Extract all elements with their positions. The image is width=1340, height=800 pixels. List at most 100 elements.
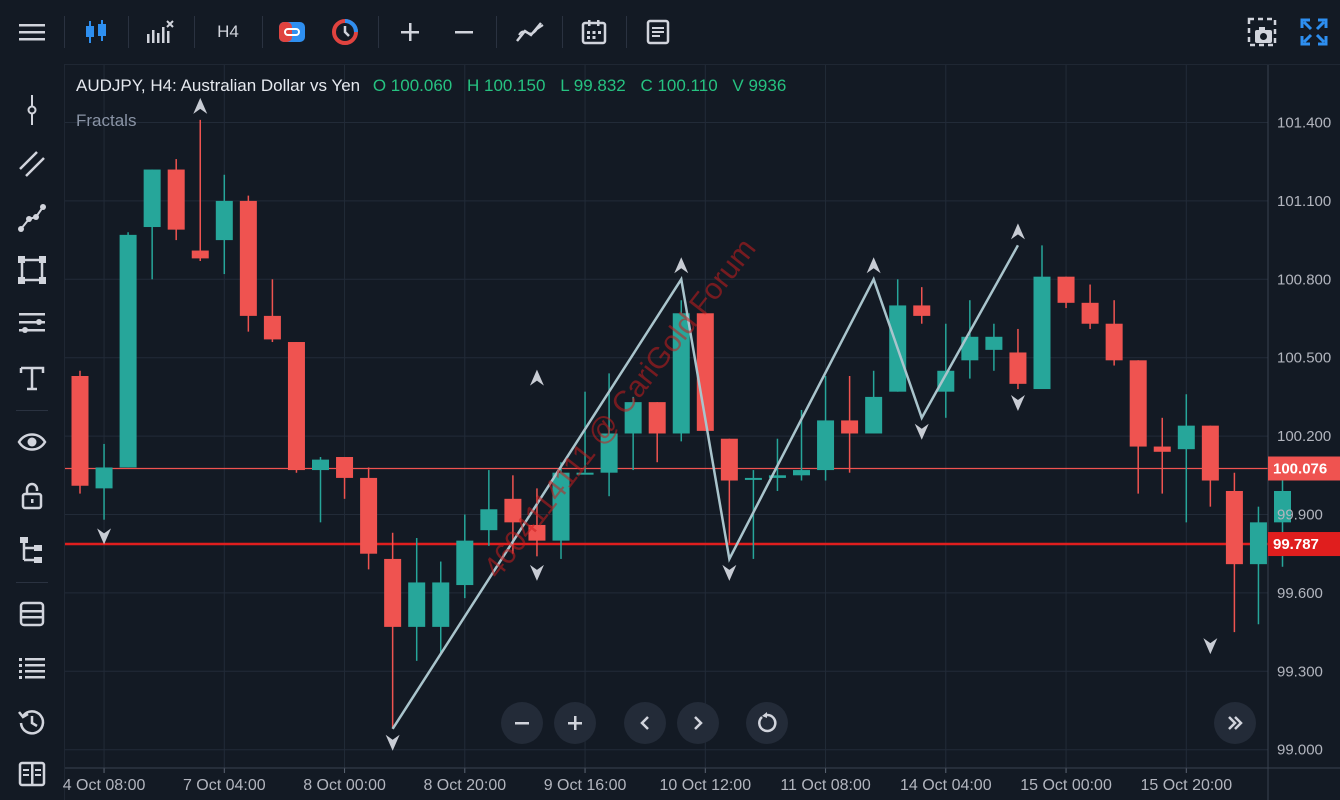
price-tick-label: 99.900 (1277, 507, 1323, 524)
bull-candle-body (1033, 276, 1051, 390)
bear-candle-body (1009, 352, 1027, 384)
time-tick-label: 14 Oct 04:00 (900, 777, 992, 794)
fullscreen-icon[interactable] (1294, 12, 1334, 52)
chart-grid (65, 65, 1268, 768)
toolbar-separator (262, 16, 263, 48)
fractal-up-arrow (193, 97, 208, 114)
bear-candle-body (191, 250, 209, 259)
path-icon[interactable] (12, 198, 52, 238)
history-icon[interactable] (12, 702, 52, 742)
bear-candle-body (528, 524, 546, 541)
zigzag-polyline (391, 244, 1020, 730)
fractal-up-arrow (866, 257, 881, 274)
bid-price-label: 100.076 (1273, 461, 1327, 478)
bull-candle-body (985, 336, 1003, 350)
crosshair-icon[interactable] (12, 90, 52, 130)
bull-candle-body (1274, 490, 1291, 523)
bear-candle-body (167, 169, 185, 230)
time-tick-label: 4 Oct 08:00 (63, 777, 146, 794)
bull-candle-body (672, 313, 690, 434)
bear-candle-body (841, 420, 859, 434)
candlestick-icon[interactable] (76, 12, 116, 52)
menu-icon[interactable] (12, 12, 52, 52)
bear-candle-body (648, 402, 666, 434)
fractal-down-arrow (722, 564, 737, 581)
time-tick-label: 15 Oct 00:00 (1020, 777, 1112, 794)
bull-candle-body (817, 420, 835, 471)
chevron-left-icon (640, 716, 649, 730)
eye-icon[interactable] (12, 422, 52, 462)
drawing-sidebar (0, 64, 65, 800)
reset-icon (758, 712, 777, 733)
toolbar-separator (626, 16, 627, 48)
bull-candle-body (143, 169, 161, 228)
zoom-out-button[interactable] (501, 702, 543, 744)
time-tick-label: 15 Oct 20:00 (1140, 777, 1232, 794)
bear-candle-body (263, 315, 281, 340)
fractal-up-arrow (1010, 223, 1025, 240)
drawing-icon[interactable] (508, 12, 552, 52)
report-icon[interactable] (638, 12, 678, 52)
sidebar-separator (16, 410, 48, 411)
reset-chart-button[interactable] (746, 702, 788, 744)
scroll-left-button[interactable] (624, 702, 666, 744)
ask-price-tag (1268, 532, 1340, 557)
fractal-down-arrow (914, 423, 929, 440)
screenshot-icon[interactable] (1242, 12, 1282, 52)
fractal-down-arrow (1010, 395, 1025, 412)
calendar-icon[interactable] (574, 12, 614, 52)
toolbar-separator (378, 16, 379, 48)
price-tick-label: 100.500 (1277, 350, 1331, 367)
toolbar-separator (128, 16, 129, 48)
data-window-icon[interactable] (12, 754, 52, 794)
toolbar-separator (562, 16, 563, 48)
price-tick-label: 100.200 (1277, 428, 1331, 445)
zoom-in-icon[interactable] (390, 12, 430, 52)
scroll-to-realtime-button[interactable] (1214, 702, 1256, 744)
trade-icon[interactable] (272, 12, 312, 52)
bull-candle-body (408, 582, 426, 627)
time-tick-label: 8 Oct 00:00 (303, 777, 386, 794)
bull-candle-body (456, 540, 474, 586)
bull-candle-body (1177, 425, 1195, 450)
shapes-icon[interactable] (12, 250, 52, 290)
indicators-icon[interactable] (140, 12, 180, 52)
fibonacci-icon[interactable] (12, 304, 52, 344)
sidebar-separator (16, 582, 48, 583)
text-icon[interactable] (12, 358, 52, 398)
bull-candle-body (576, 472, 594, 475)
bear-candle-body (504, 498, 522, 523)
layers-icon[interactable] (12, 594, 52, 634)
list-icon[interactable] (12, 648, 52, 688)
line-tools-icon[interactable] (12, 144, 52, 184)
zigzag-line (391, 244, 1020, 730)
plus-icon (568, 716, 582, 730)
bull-candle-body (432, 582, 450, 627)
timeframe-button[interactable]: H4 (217, 22, 239, 41)
fractal-down-arrow (97, 528, 112, 545)
minus-icon (515, 722, 529, 725)
price-lines (65, 467, 1268, 546)
fractal-down-arrow (385, 734, 400, 751)
quick-trade-icon[interactable] (325, 12, 365, 52)
bear-candle-body (1081, 302, 1099, 324)
lock-icon[interactable] (12, 476, 52, 516)
bull-candle-body (768, 475, 786, 478)
zoom-in-button[interactable] (554, 702, 596, 744)
price-tick-label: 99.600 (1277, 585, 1323, 602)
scroll-right-button[interactable] (677, 702, 719, 744)
close-value: C 100.110 (640, 76, 718, 95)
indicator-label[interactable]: Fractals (76, 111, 137, 130)
bear-candle-body (384, 558, 402, 627)
object-tree-icon[interactable] (12, 530, 52, 570)
bear-candle-body (360, 477, 378, 554)
fractal-markers (97, 97, 1218, 751)
toolbar-separator (194, 16, 195, 48)
zoom-out-icon[interactable] (444, 12, 484, 52)
bear-candle-body (1129, 360, 1147, 447)
chart-legend: AUDJPY, H4: Australian Dollar vs Yen O 1… (76, 76, 796, 96)
time-tick-label: 9 Oct 16:00 (544, 777, 627, 794)
bear-candle-body (287, 342, 305, 471)
fractal-down-arrow (529, 564, 544, 581)
